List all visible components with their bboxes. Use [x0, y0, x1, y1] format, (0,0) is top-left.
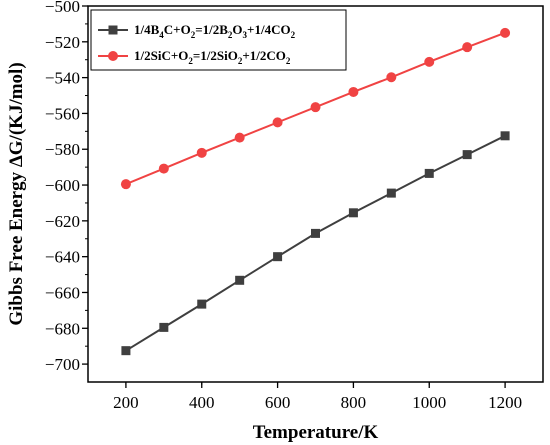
y-axis-title: Gibbs Free Energy ΔG/(KJ/mol)	[6, 62, 27, 325]
y-tick-label: −700	[45, 355, 80, 374]
series-2-point	[158, 163, 169, 174]
legend-label-series-2: 1/2SiC+O2=1/2SiO2+1/2CO2	[134, 48, 291, 66]
series-layer	[120, 27, 511, 356]
legend-swatch-marker	[108, 25, 118, 35]
x-tick-label: 200	[113, 393, 139, 412]
y-tick-label: −640	[45, 248, 80, 267]
y-tick-label: −540	[45, 69, 80, 88]
series-2-point	[462, 42, 473, 53]
x-tick-label: 1200	[488, 393, 522, 412]
series-1-point	[462, 150, 472, 160]
y-tick-label: −520	[45, 33, 80, 52]
y-tick-label: −560	[45, 104, 80, 123]
series-1-point	[500, 131, 510, 141]
series-1-point	[424, 168, 434, 178]
series-2-point	[386, 72, 397, 83]
y-tick-label: −660	[45, 283, 80, 302]
x-tick-label: 400	[189, 393, 215, 412]
legend-box	[90, 9, 347, 71]
legend-swatch-marker	[108, 51, 118, 61]
series-1-point	[273, 252, 283, 262]
plot-frame	[87, 5, 544, 383]
series-2-point	[272, 117, 283, 128]
y-tick-label: −620	[45, 212, 80, 231]
series-2-point	[424, 56, 435, 67]
series-1-point	[348, 208, 358, 218]
y-tick-label: −580	[45, 140, 80, 159]
legend-label-series-1: 1/4B4C+O2=1/2B2O3+1/4CO2	[134, 22, 296, 40]
series-1-point	[121, 346, 131, 356]
axis-ticks: 200 400 600 800 1000 1200 −700 −680 −660 −640 −620…	[45, 0, 522, 412]
y-tick-label: −680	[45, 319, 80, 338]
series-2-point	[348, 86, 359, 97]
series-1-point	[197, 299, 207, 309]
series-1-point	[159, 322, 169, 332]
series-1-point	[386, 188, 396, 198]
series-2-point	[310, 102, 321, 113]
series-2-point	[234, 132, 245, 143]
series-1-point	[311, 228, 320, 238]
series-2-point	[196, 147, 207, 158]
x-tick-label: 1000	[412, 393, 446, 412]
x-axis-title: Temperature/K	[253, 422, 379, 443]
x-tick-label: 800	[341, 393, 367, 412]
series-1-point	[235, 275, 245, 285]
series-2-point	[120, 179, 131, 190]
x-tick-label: 600	[265, 393, 291, 412]
legend: 1/4B4C+O2=1/2B2O3+1/4CO2 1/2SiC+O2=1/2SiO…	[90, 9, 347, 71]
series-1-line	[125, 134, 506, 352]
y-tick-label: −600	[45, 176, 80, 195]
y-tick-label: −500	[45, 0, 80, 16]
series-2-point	[500, 27, 511, 38]
